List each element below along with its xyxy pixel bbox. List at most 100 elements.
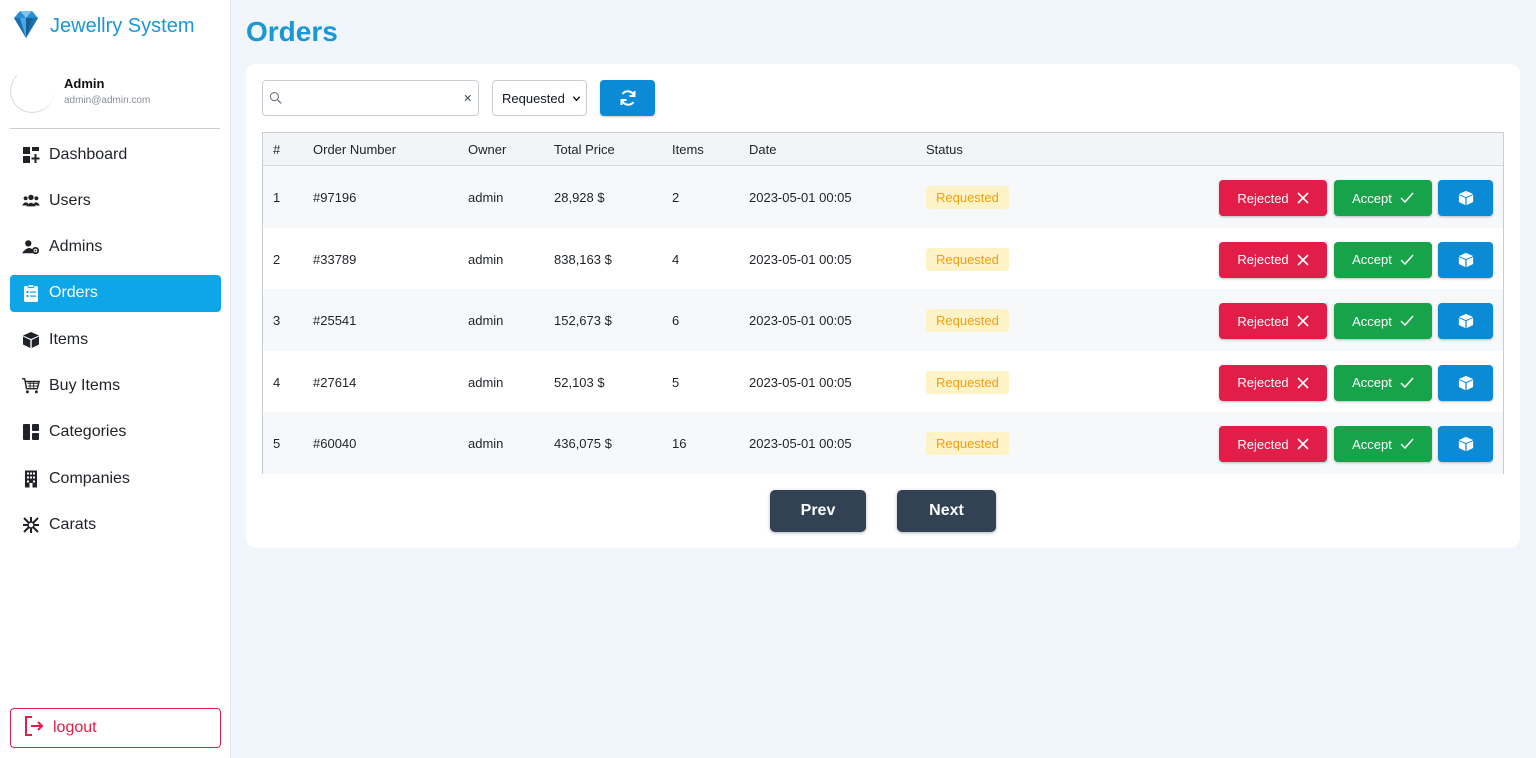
accept-button[interactable]: Accept [1334, 180, 1432, 216]
reject-label: Rejected [1237, 375, 1289, 390]
accept-button[interactable]: Accept [1334, 241, 1432, 278]
accept-button[interactable]: Accept [1334, 303, 1432, 339]
status-badge: Requested [926, 370, 1009, 394]
brand[interactable]: Jewellry System [10, 8, 194, 44]
sidebar-item-label: Users [49, 191, 91, 209]
status-filter-select[interactable]: Requested [492, 80, 587, 116]
close-icon [1297, 376, 1309, 389]
view-items-button[interactable] [1438, 180, 1493, 216]
close-icon [1297, 253, 1309, 266]
sidebar-item-label: Buy Items [49, 376, 121, 394]
app-title: Jewellry System [50, 14, 195, 37]
status-badge: Requested [926, 309, 1009, 332]
accept-label: Accept [1352, 252, 1392, 267]
refresh-button[interactable] [600, 80, 655, 116]
sidebar-item-users[interactable]: Users [10, 182, 221, 219]
page-title: Orders [246, 16, 338, 47]
cell-total-price: 28,928 $ [554, 190, 605, 205]
logout-icon [23, 715, 53, 742]
box-icon [1458, 436, 1473, 452]
users-icon [21, 191, 41, 211]
profile-name: Admin [64, 76, 105, 91]
status-badge: Requested [926, 186, 1009, 209]
sidebar-item-label: Companies [49, 469, 130, 487]
sidebar-item-categories[interactable]: Categories [10, 414, 221, 451]
sidebar-item-label: Dashboard [49, 145, 128, 163]
box-icon [1458, 313, 1473, 329]
reject-button[interactable]: Rejected [1219, 241, 1327, 278]
sidebar-item-carats[interactable]: Carats [10, 506, 221, 543]
check-icon [1400, 377, 1414, 388]
col-header-owner: Owner [468, 142, 507, 157]
cell-order-number: #27614 [313, 374, 357, 390]
close-icon [1297, 438, 1309, 450]
cell-total-price: 152,673 $ [554, 313, 612, 328]
orders-table: # Order Number Owner Total Price Items D… [262, 132, 1504, 474]
status-badge: Requested [926, 432, 1009, 455]
sidebar-item-orders[interactable]: Orders [10, 274, 221, 312]
cell-items: 16 [672, 436, 687, 451]
sidebar-item-label: Carats [49, 515, 97, 533]
search-box [262, 80, 479, 116]
reject-label: Rejected [1237, 252, 1289, 267]
box-icon [1458, 190, 1473, 206]
view-items-button[interactable] [1438, 241, 1493, 278]
table-header: # Order Number Owner Total Price Items D… [263, 133, 1503, 166]
view-items-button[interactable] [1438, 426, 1493, 462]
diamond-logo-icon [10, 8, 42, 45]
cell-order-number: #97196 [313, 190, 357, 205]
sidebar-item-label: Orders [49, 284, 98, 302]
accept-label: Accept [1352, 436, 1392, 452]
cell-index: 2 [273, 251, 281, 267]
col-header-total-price: Total Price [554, 142, 615, 157]
accept-button[interactable]: Accept [1334, 426, 1432, 462]
search-input[interactable] [286, 81, 463, 115]
cell-owner: admin [468, 436, 504, 451]
view-items-button[interactable] [1438, 303, 1493, 339]
sidebar-item-items[interactable]: Items [10, 321, 221, 358]
reject-button[interactable]: Rejected [1219, 303, 1327, 339]
cell-items: 6 [672, 313, 680, 328]
view-items-button[interactable] [1438, 364, 1493, 401]
col-header-items: Items [672, 142, 704, 157]
reject-label: Rejected [1237, 313, 1289, 329]
reject-button[interactable]: Rejected [1219, 180, 1327, 216]
refresh-icon [620, 90, 635, 106]
box-icon [1458, 252, 1473, 267]
cell-date: 2023-05-01 00:05 [749, 251, 852, 267]
cell-order-number: #33789 [313, 251, 357, 267]
cell-index: 4 [273, 374, 281, 390]
admin-gear-icon [21, 237, 41, 257]
status-filter-value: Requested [502, 90, 565, 106]
cell-items: 2 [672, 190, 680, 205]
logout-button[interactable]: logout [10, 708, 221, 748]
col-header-index: # [273, 142, 281, 157]
sidebar-item-admins[interactable]: Admins [10, 229, 221, 266]
sidebar-divider [10, 128, 220, 129]
table-row: 3 #25541 admin 152,673 $ 6 2023-05-01 00… [263, 289, 1503, 351]
clear-search-icon[interactable] [463, 91, 472, 105]
prev-page-button[interactable]: Prev [770, 490, 866, 532]
profile-email: admin@admin.com [64, 95, 151, 106]
avatar [10, 69, 54, 113]
cell-total-price: 838,163 $ [554, 251, 612, 267]
user-profile: Admin admin@admin.com [10, 66, 220, 116]
check-icon [1400, 254, 1414, 265]
accept-label: Accept [1352, 375, 1392, 390]
sidebar-item-buy-items[interactable]: Buy Items [10, 367, 221, 404]
next-page-button[interactable]: Next [897, 490, 996, 532]
reject-button[interactable]: Rejected [1219, 426, 1327, 462]
carat-icon [21, 515, 41, 535]
sidebar-item-dashboard[interactable]: Dashboard [10, 136, 221, 173]
accept-button[interactable]: Accept [1334, 364, 1432, 401]
cell-date: 2023-05-01 00:05 [749, 190, 852, 205]
sidebar: Jewellry System Admin admin@admin.com Da… [0, 0, 231, 758]
cell-total-price: 52,103 $ [554, 374, 605, 390]
reject-button[interactable]: Rejected [1219, 364, 1327, 401]
sidebar-item-companies[interactable]: Companies [10, 460, 221, 497]
cell-order-number: #60040 [313, 436, 357, 451]
col-header-status: Status [926, 142, 963, 157]
cell-index: 1 [273, 190, 281, 205]
dashboard-icon [21, 145, 41, 165]
cell-total-price: 436,075 $ [554, 436, 612, 451]
